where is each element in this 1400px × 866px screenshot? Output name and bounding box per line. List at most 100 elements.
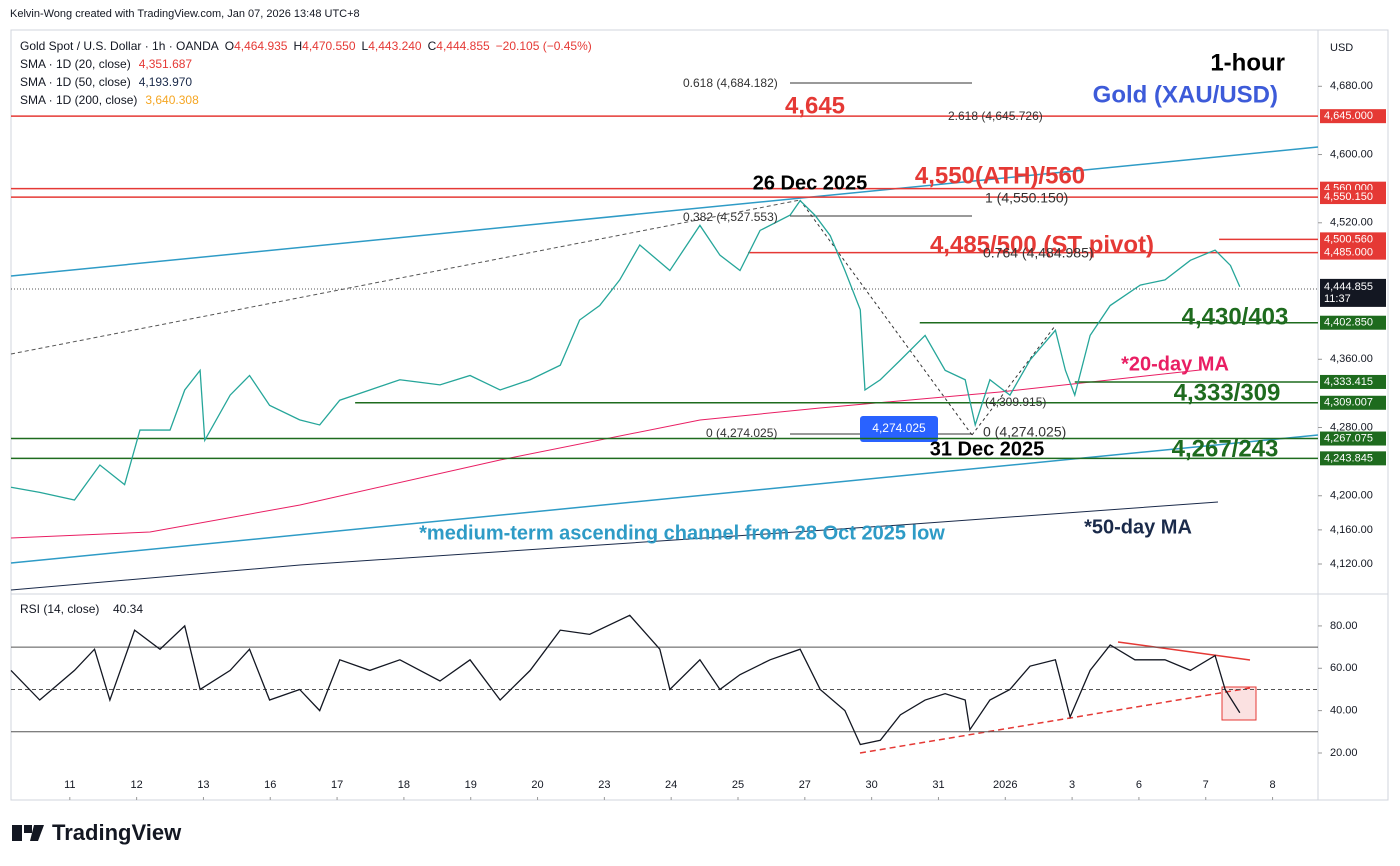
x-tick-label: 27	[799, 779, 811, 791]
x-tick-label: 11	[64, 779, 75, 791]
annotation: *20-day MA	[1121, 353, 1229, 375]
x-tick-label: 2026	[993, 779, 1017, 791]
annotation: *50-day MA	[1084, 516, 1192, 538]
x-tick-label: 17	[331, 779, 343, 791]
level-label: 4,550.150	[1324, 191, 1373, 203]
level-label: 4,500.560	[1324, 233, 1373, 245]
indicator-value: 3,640.308	[145, 93, 199, 107]
y-tick-label: 4,680.00	[1330, 80, 1373, 92]
x-tick-label: 20	[531, 779, 543, 791]
frame	[10, 29, 1389, 801]
annotation: Gold (XAU/USD)	[1093, 81, 1278, 108]
level-tag	[1320, 431, 1386, 446]
countdown: 11:37	[1324, 293, 1351, 305]
x-tick-label: 7	[1203, 779, 1209, 791]
indicator-row: SMA · 1D (200, close) 3,640.308	[20, 93, 199, 107]
last-price-tag	[1320, 278, 1386, 307]
annotation: 4,267/243	[1172, 435, 1279, 462]
indicator-name: SMA · 1D (20, close)	[20, 57, 131, 71]
sma-20	[10, 369, 1201, 539]
ohlc-key: O	[224, 39, 235, 53]
brand: TradingView	[52, 820, 182, 845]
currency: USD	[1330, 42, 1353, 54]
pane-value: 40.34	[113, 602, 143, 616]
level-label: 4,243.845	[1324, 452, 1373, 464]
annotation: 4,550(ATH)/560	[915, 162, 1085, 189]
x-tick-label: 13	[197, 779, 209, 791]
x-tick-label: 19	[465, 779, 477, 791]
x-tick-label: 24	[665, 779, 677, 791]
annotation: 1-hour	[1210, 49, 1285, 76]
indicator-name: SMA · 1D (200, close)	[20, 93, 138, 107]
annotation: 0.764 (4,484.985)	[983, 245, 1094, 261]
y-tick-label: 60.00	[1330, 662, 1358, 674]
x-tick-label: 25	[732, 779, 744, 791]
series-line	[10, 199, 1241, 501]
ohlc-key: L	[361, 39, 369, 53]
level-label: 4,267.075	[1324, 432, 1373, 444]
level-tag	[1320, 395, 1386, 410]
x-tick-label: 18	[398, 779, 410, 791]
annotation: 4,645	[785, 92, 845, 119]
annotation: 4,333/309	[1174, 379, 1281, 406]
channel-mid	[10, 199, 801, 355]
ohlc: C4,444.855	[428, 39, 490, 53]
symbol: Gold Spot / U.S. Dollar · 1h · OANDA	[20, 39, 219, 53]
level-label: 4,402.850	[1324, 317, 1373, 329]
annotation: 0 (4,274.025)	[706, 426, 777, 440]
annotation: 1 (4,550.150)	[985, 190, 1068, 206]
x-tick-label: 23	[598, 779, 610, 791]
level-tag	[1320, 190, 1386, 205]
channel-bottom	[10, 434, 1319, 564]
pane-title: RSI (14, close)	[20, 602, 99, 616]
annotation: 26 Dec 2025	[753, 172, 868, 194]
fib-leg	[799, 199, 973, 436]
annotation: (4,309.915)	[985, 395, 1046, 409]
indicator-value: 4,193.970	[138, 75, 193, 89]
ohlc-key: C	[427, 39, 437, 53]
level-label: 4,309.007	[1324, 397, 1373, 409]
fib-leg	[971, 325, 1056, 436]
ohlc-value: 4,443.240	[368, 39, 422, 53]
ohlc: L4,443.240	[362, 39, 422, 53]
level-tag	[1320, 232, 1386, 247]
level-tag	[1320, 245, 1386, 260]
sma-50	[10, 501, 1219, 591]
last-price: 4,444.855	[1324, 281, 1373, 293]
ohlc-value: 4,470.550	[302, 39, 356, 53]
x-tick-label: 6	[1136, 779, 1142, 791]
x-tick-label: 12	[130, 779, 142, 791]
channel-top	[10, 146, 1319, 277]
y-tick-label: 4,120.00	[1330, 558, 1373, 570]
y-tick-label: 4,360.00	[1330, 353, 1373, 365]
annotation: 2.618 (4,645.726)	[948, 109, 1043, 123]
x-tick-label: 30	[866, 779, 878, 791]
y-tick-label: 4,160.00	[1330, 524, 1373, 536]
annotation: 4,485/500 (ST pivot)	[930, 231, 1154, 258]
y-tick-label: 20.00	[1330, 747, 1358, 759]
annotation: 0 (4,274.025)	[983, 424, 1066, 440]
level-tag	[1320, 315, 1386, 330]
x-tick-label: 8	[1269, 779, 1275, 791]
level-label: 4,645.000	[1324, 110, 1373, 122]
ohlc: O4,464.935	[225, 39, 288, 53]
annotation: 31 Dec 2025	[930, 438, 1045, 460]
rsi-trendline	[859, 687, 1251, 754]
fib-box	[860, 416, 938, 442]
rsi-trendline	[1117, 641, 1251, 661]
y-tick-label: 4,600.00	[1330, 148, 1373, 160]
level-tag	[1320, 109, 1386, 124]
ohlc-key: H	[293, 39, 303, 53]
annotation: 4,430/403	[1182, 303, 1289, 330]
level-tag	[1320, 451, 1386, 466]
y-tick-label: 4,280.00	[1330, 421, 1373, 433]
y-tick-label: 40.00	[1330, 705, 1358, 717]
y-tick-label: 4,200.00	[1330, 490, 1373, 502]
x-tick-label: 16	[264, 779, 276, 791]
series-line	[10, 614, 1241, 746]
ohlc-value: 4,444.855	[436, 39, 490, 53]
annotation: 0.618 (4,684.182)	[683, 76, 778, 90]
indicator-row: SMA · 1D (50, close) 4,193.970	[20, 75, 192, 89]
change: −20.105 (−0.45%)	[495, 39, 592, 53]
